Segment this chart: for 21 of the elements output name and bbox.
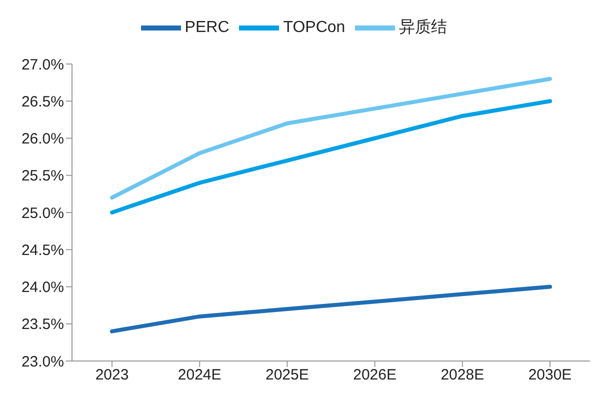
legend-label: PERC — [184, 19, 230, 36]
x-tick-label: 2024E — [178, 366, 222, 384]
x-tick-label: 2023 — [95, 366, 129, 384]
x-tick-label: 2028E — [440, 366, 484, 384]
x-tick-label: 2025E — [266, 366, 309, 384]
legend-label: TOPCon — [283, 19, 346, 36]
y-tick-label: 26.0% — [21, 130, 64, 148]
x-tick-label: 2030E — [528, 366, 572, 384]
y-tick-label: 24.0% — [21, 279, 64, 296]
line-series — [110, 76, 552, 200]
y-tick-label: 26.5% — [21, 93, 64, 110]
legend-label: 异质结 — [399, 19, 448, 36]
y-tick-label: 25.0% — [21, 204, 64, 222]
line-series — [110, 284, 552, 334]
y-tick-label: 23.0% — [21, 353, 64, 370]
y-tick-label: 24.5% — [21, 242, 64, 259]
line-series — [110, 99, 552, 214]
y-tick-label: 25.5% — [21, 168, 64, 185]
y-tick-label: 23.5% — [21, 316, 64, 334]
y-tick-label: 27.0% — [21, 56, 64, 74]
x-tick-label: 2026E — [353, 366, 396, 384]
